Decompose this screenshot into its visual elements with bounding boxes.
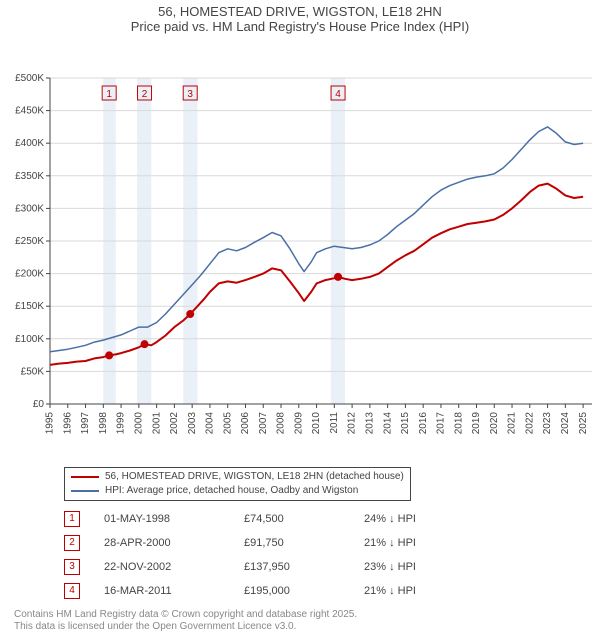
svg-text:2011: 2011: [329, 412, 340, 434]
footer-line-1: Contains HM Land Registry data © Crown c…: [14, 609, 600, 621]
cell-date: 22-NOV-2002: [104, 555, 244, 579]
title-line-1: 56, HOMESTEAD DRIVE, WIGSTON, LE18 2HN: [0, 4, 600, 19]
cell-date: 01-MAY-1998: [104, 507, 244, 531]
marker-box: 3: [64, 559, 80, 575]
svg-text:£150K: £150K: [15, 301, 44, 312]
svg-text:2022: 2022: [524, 412, 535, 435]
svg-text:£500K: £500K: [15, 73, 44, 84]
svg-text:2019: 2019: [471, 412, 482, 435]
chart-title-block: 56, HOMESTEAD DRIVE, WIGSTON, LE18 2HN P…: [0, 0, 600, 34]
marker-box: 2: [64, 535, 80, 551]
table-row: 1 01-MAY-1998£74,50024% ↓ HPI: [64, 507, 484, 531]
svg-text:£50K: £50K: [21, 366, 45, 377]
svg-text:2004: 2004: [205, 412, 216, 435]
cell-pct: 21% ↓ HPI: [364, 531, 484, 555]
svg-text:£450K: £450K: [15, 106, 44, 117]
marker-box: 4: [64, 583, 80, 599]
table-row: 4 16-MAR-2011£195,00021% ↓ HPI: [64, 579, 484, 603]
cell-marker: 2: [64, 531, 104, 555]
cell-price: £137,950: [244, 555, 364, 579]
svg-text:2010: 2010: [311, 412, 322, 435]
legend-label: 56, HOMESTEAD DRIVE, WIGSTON, LE18 2HN (…: [105, 470, 404, 484]
svg-text:1996: 1996: [62, 412, 73, 435]
svg-text:1997: 1997: [80, 412, 91, 435]
cell-marker: 1: [64, 507, 104, 531]
svg-text:£350K: £350K: [15, 171, 44, 182]
svg-text:2015: 2015: [400, 412, 411, 435]
price-chart: £0 £50K £100K £150K £200K £250K £300K £350K £400…: [0, 34, 600, 460]
svg-text:2020: 2020: [489, 412, 500, 435]
svg-text:2014: 2014: [382, 412, 393, 435]
svg-text:2016: 2016: [418, 412, 429, 435]
cell-marker: 3: [64, 555, 104, 579]
cell-pct: 24% ↓ HPI: [364, 507, 484, 531]
cell-date: 16-MAR-2011: [104, 579, 244, 603]
table-row: 2 28-APR-2000£91,75021% ↓ HPI: [64, 531, 484, 555]
title-line-2: Price paid vs. HM Land Registry's House …: [0, 19, 600, 34]
marker-box: 1: [64, 511, 80, 527]
svg-text:2003: 2003: [187, 412, 198, 435]
svg-text:£400K: £400K: [15, 138, 44, 149]
cell-pct: 21% ↓ HPI: [364, 579, 484, 603]
svg-text:1999: 1999: [116, 412, 127, 435]
svg-text:1998: 1998: [98, 412, 109, 435]
svg-text:£250K: £250K: [15, 236, 44, 247]
cell-date: 28-APR-2000: [104, 531, 244, 555]
svg-text:2021: 2021: [507, 412, 518, 435]
svg-text:2025: 2025: [578, 412, 589, 435]
legend-item: HPI: Average price, detached house, Oadb…: [71, 484, 404, 498]
svg-text:2008: 2008: [276, 412, 287, 435]
legend-swatch: [71, 490, 99, 492]
legend-label: HPI: Average price, detached house, Oadb…: [105, 484, 358, 498]
data-attribution: Contains HM Land Registry data © Crown c…: [14, 609, 600, 633]
table-row: 3 22-NOV-2002£137,95023% ↓ HPI: [64, 555, 484, 579]
svg-text:4: 4: [335, 89, 341, 100]
svg-text:3: 3: [187, 89, 193, 100]
svg-text:2012: 2012: [347, 412, 358, 435]
svg-text:2018: 2018: [453, 412, 464, 435]
cell-price: £195,000: [244, 579, 364, 603]
svg-text:£0: £0: [33, 399, 45, 410]
svg-text:2017: 2017: [436, 412, 447, 435]
footer-line-2: This data is licensed under the Open Gov…: [14, 621, 600, 633]
svg-text:2005: 2005: [222, 412, 233, 435]
svg-text:2023: 2023: [542, 412, 553, 435]
svg-text:2009: 2009: [293, 412, 304, 435]
cell-pct: 23% ↓ HPI: [364, 555, 484, 579]
legend-item: 56, HOMESTEAD DRIVE, WIGSTON, LE18 2HN (…: [71, 470, 404, 484]
svg-text:£200K: £200K: [15, 269, 44, 280]
cell-price: £91,750: [244, 531, 364, 555]
svg-text:2024: 2024: [560, 412, 571, 435]
legend: 56, HOMESTEAD DRIVE, WIGSTON, LE18 2HN (…: [64, 467, 411, 501]
svg-text:2001: 2001: [151, 412, 162, 435]
svg-text:£100K: £100K: [15, 334, 44, 345]
svg-text:2006: 2006: [240, 412, 251, 435]
svg-text:1995: 1995: [45, 412, 56, 435]
svg-text:2013: 2013: [365, 412, 376, 435]
transaction-table: 1 01-MAY-1998£74,50024% ↓ HPI 2 28-APR-2000…: [64, 507, 484, 603]
svg-text:2: 2: [142, 89, 148, 100]
cell-marker: 4: [64, 579, 104, 603]
svg-text:1: 1: [106, 89, 112, 100]
chart-holder: £0 £50K £100K £150K £200K £250K £300K £350K £400…: [0, 34, 600, 463]
svg-text:2007: 2007: [258, 412, 269, 435]
legend-swatch: [71, 476, 99, 478]
svg-text:2002: 2002: [169, 412, 180, 435]
svg-text:2000: 2000: [133, 412, 144, 435]
cell-price: £74,500: [244, 507, 364, 531]
svg-text:£300K: £300K: [15, 203, 44, 214]
